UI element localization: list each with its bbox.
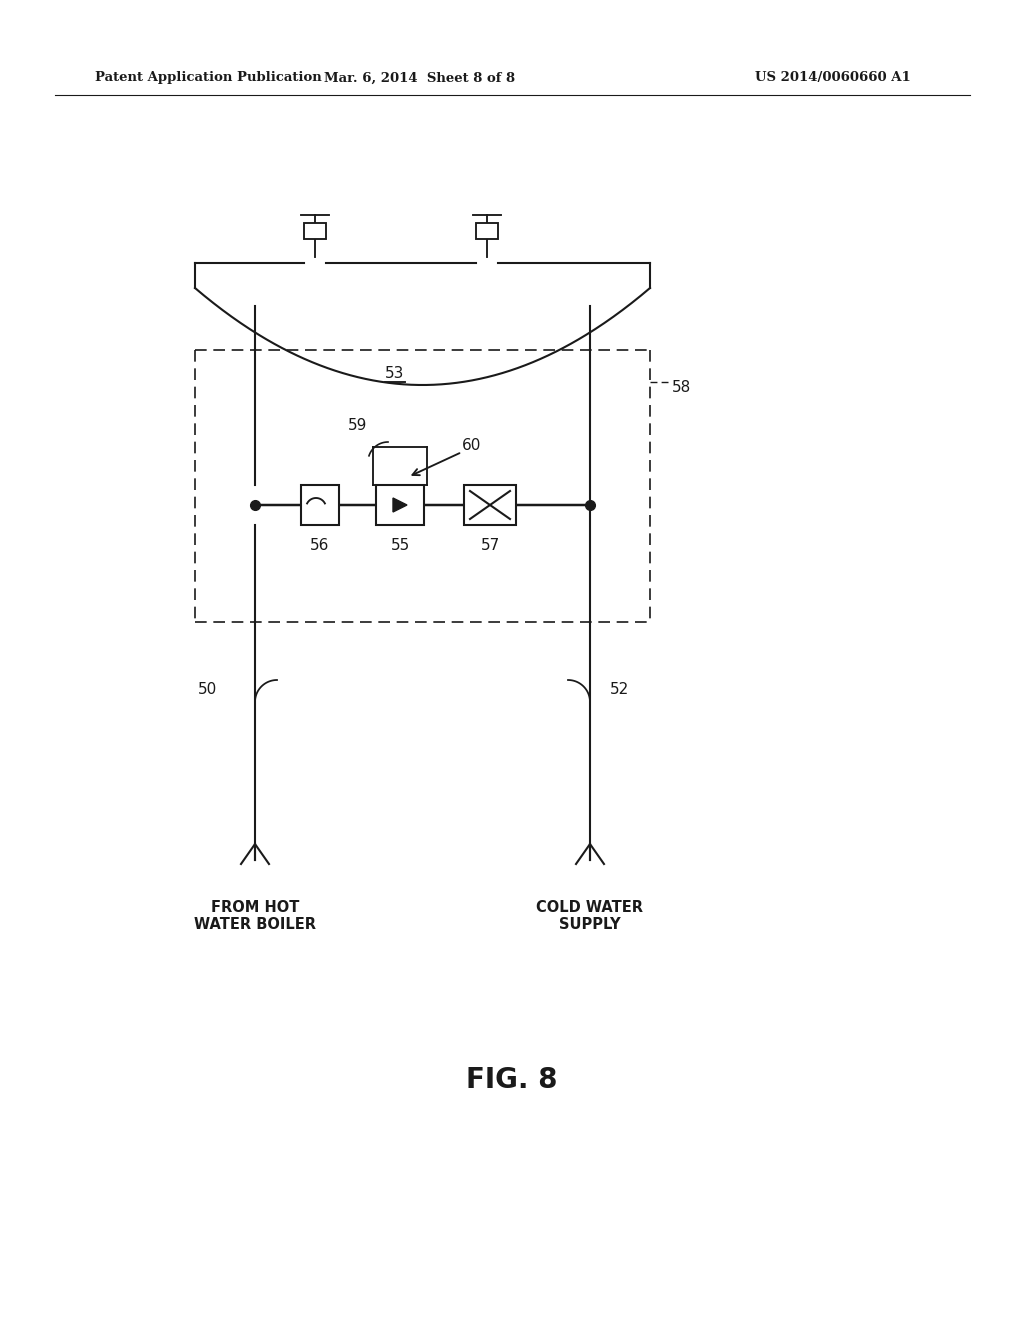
- Text: COLD WATER
SUPPLY: COLD WATER SUPPLY: [537, 900, 643, 932]
- Text: 53: 53: [385, 366, 404, 380]
- Text: FROM HOT
WATER BOILER: FROM HOT WATER BOILER: [194, 900, 316, 932]
- Text: 60: 60: [462, 437, 481, 453]
- Text: 58: 58: [672, 380, 691, 396]
- Bar: [464, 484, 516, 525]
- Text: FIG. 8: FIG. 8: [466, 1067, 558, 1094]
- Polygon shape: [393, 498, 407, 512]
- Text: 55: 55: [390, 537, 410, 553]
- Text: 52: 52: [610, 682, 630, 697]
- Text: Patent Application Publication: Patent Application Publication: [95, 71, 322, 84]
- Text: 57: 57: [480, 537, 500, 553]
- Text: 59: 59: [348, 417, 368, 433]
- Text: Mar. 6, 2014  Sheet 8 of 8: Mar. 6, 2014 Sheet 8 of 8: [325, 71, 515, 84]
- Bar: [301, 484, 339, 525]
- Bar: [376, 484, 424, 525]
- Text: US 2014/0060660 A1: US 2014/0060660 A1: [755, 71, 910, 84]
- Text: 50: 50: [198, 682, 217, 697]
- Bar: [476, 223, 498, 239]
- Text: 56: 56: [310, 537, 330, 553]
- Bar: [304, 223, 326, 239]
